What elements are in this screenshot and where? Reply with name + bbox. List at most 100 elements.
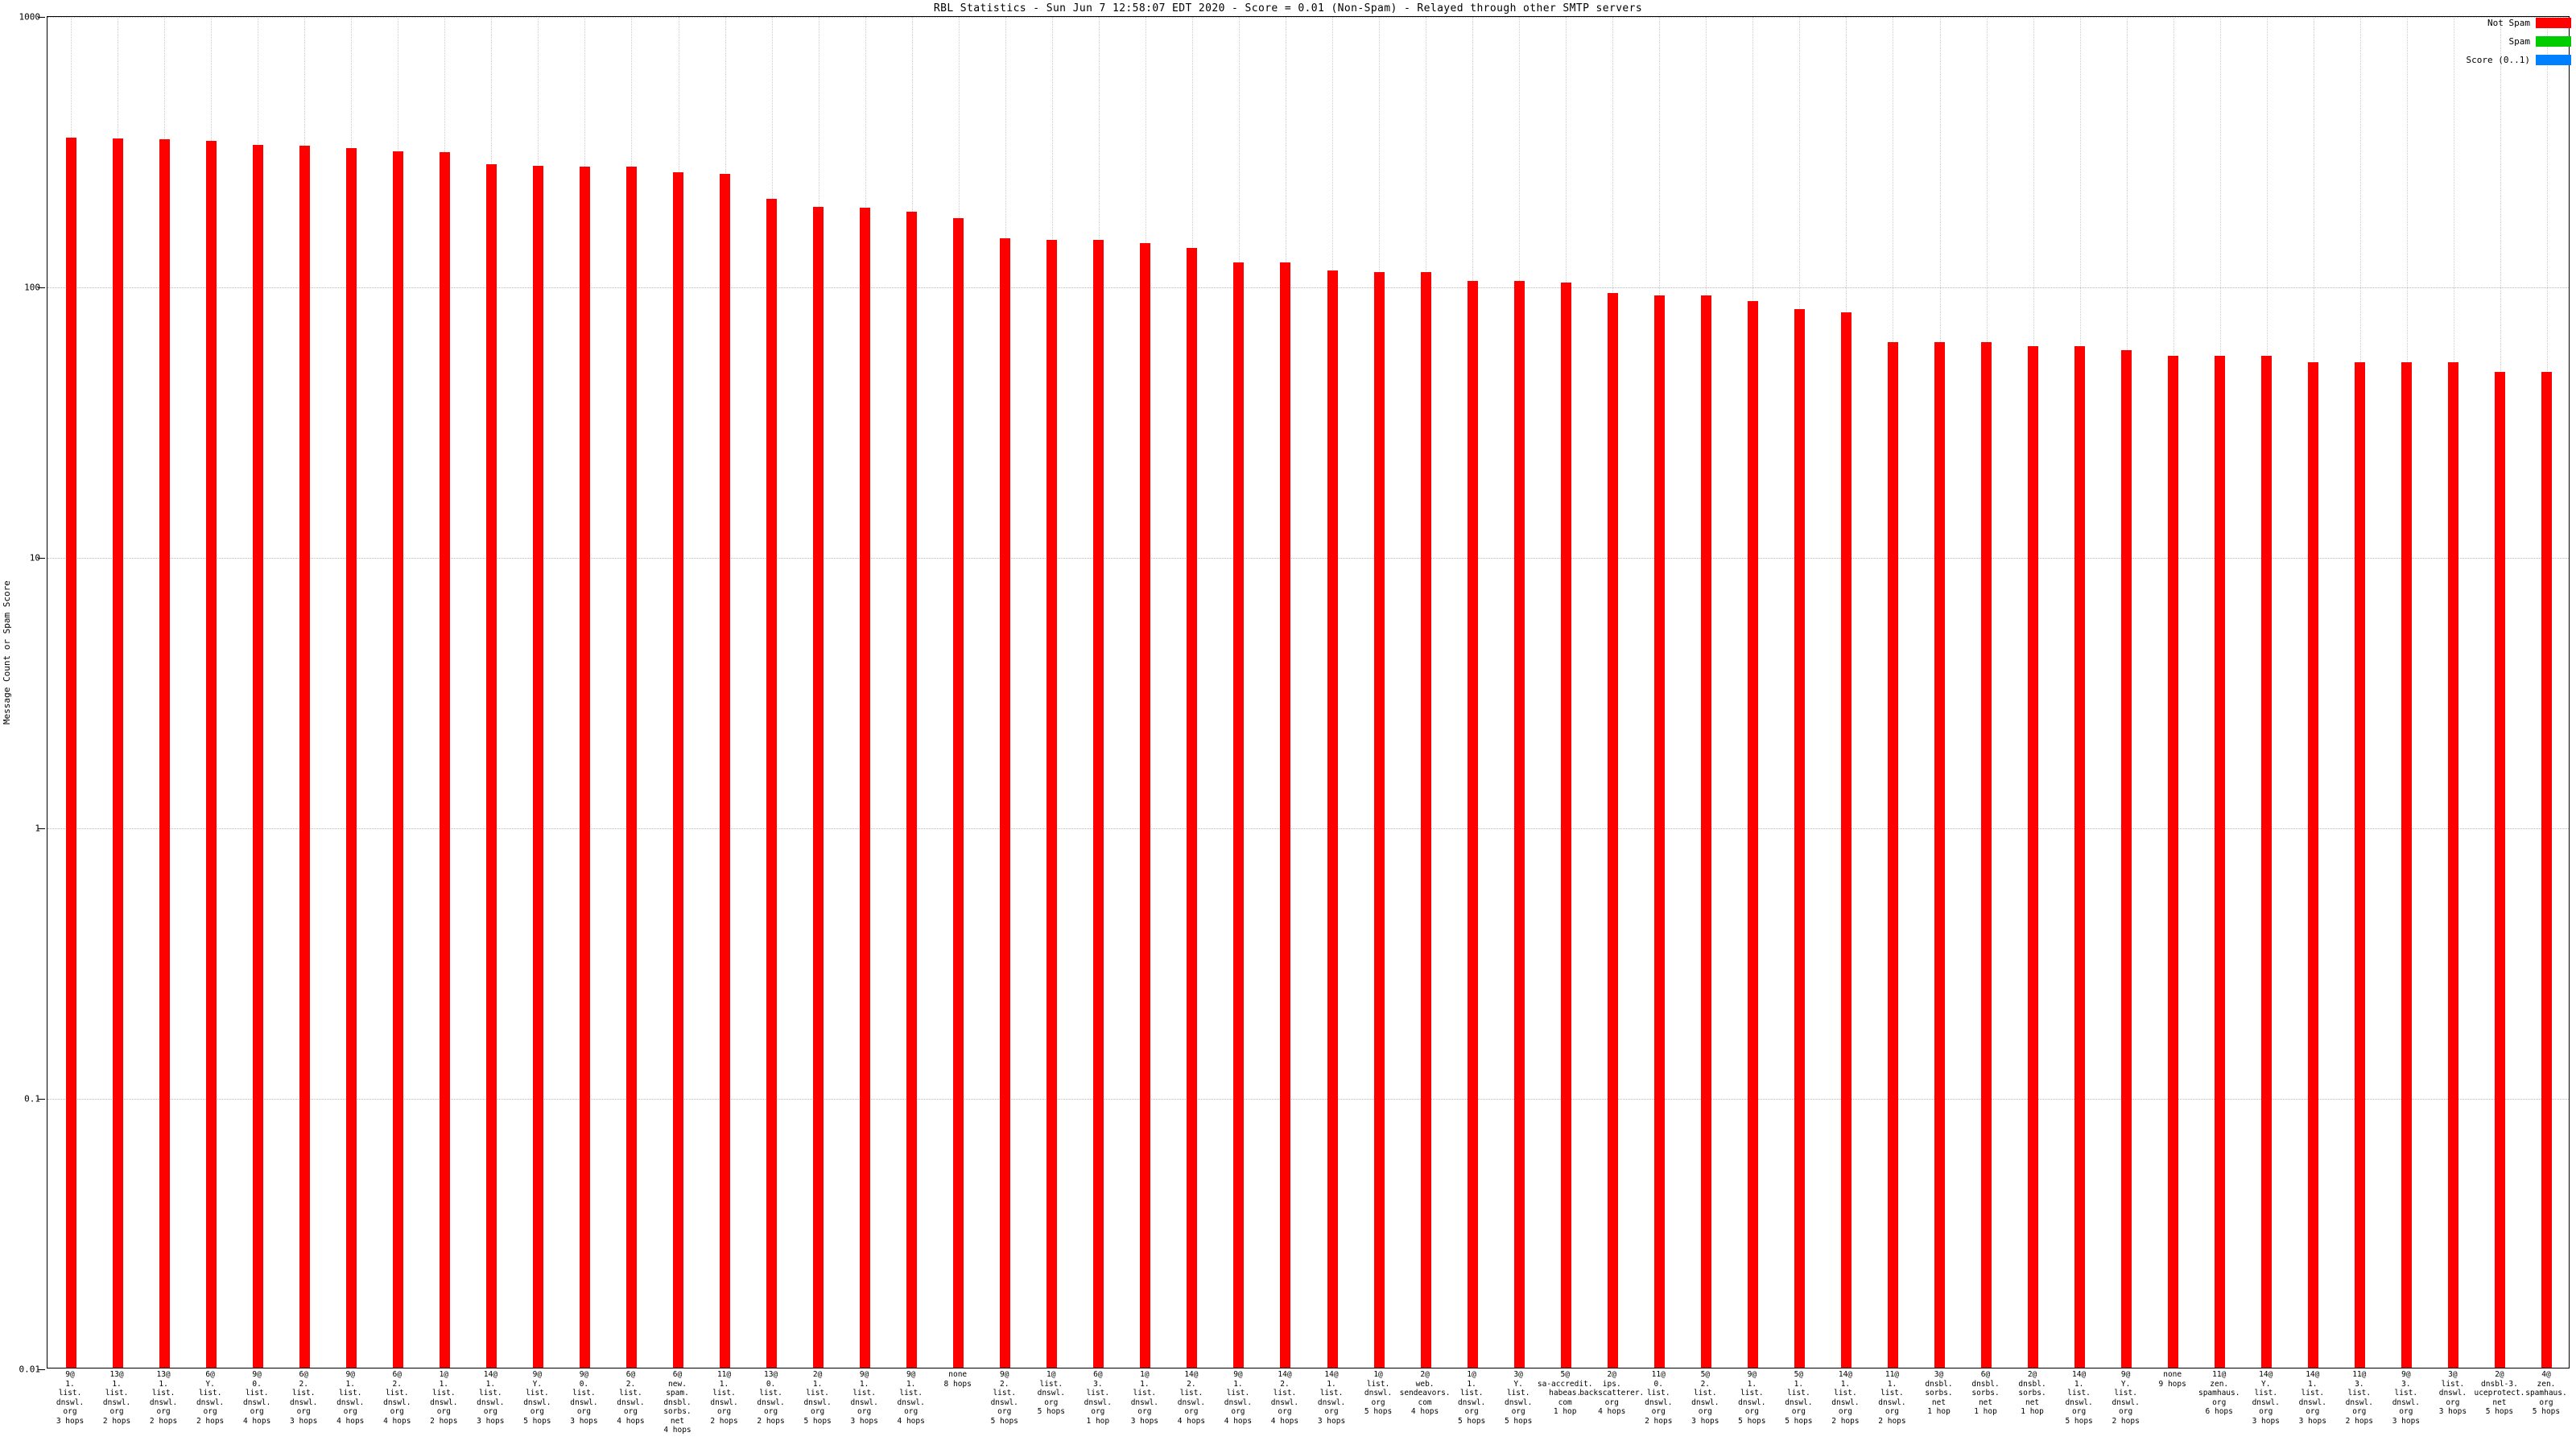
bar[interactable] <box>532 165 543 1368</box>
x-tick-label: 6@ dnsbl. sorbs. net 1 hop <box>1971 1370 2000 1416</box>
bar[interactable] <box>673 172 683 1368</box>
x-tick-label: 2@ 1. list. dnswl. org 5 hops <box>803 1370 832 1426</box>
x-tick-label: 9@ 0. list. dnswl. org 4 hops <box>242 1370 271 1426</box>
x-tick-label: 11@ 3. list. dnswl. org 2 hops <box>2345 1370 2373 1426</box>
bar[interactable] <box>766 198 778 1368</box>
x-tick-label: 9@ Y. list. dnswl. org 2 hops <box>2112 1370 2140 1426</box>
bar[interactable] <box>1607 293 1618 1368</box>
bar[interactable] <box>1887 341 1898 1368</box>
bar[interactable] <box>1794 308 1805 1368</box>
bar[interactable] <box>1513 281 1525 1368</box>
bar[interactable] <box>1747 300 1758 1368</box>
bar[interactable] <box>159 139 170 1368</box>
bar[interactable] <box>65 138 76 1368</box>
bar[interactable] <box>625 166 637 1368</box>
bar[interactable] <box>2215 356 2226 1368</box>
y-tick-label: 1 <box>35 823 40 833</box>
bar[interactable] <box>2355 362 2366 1368</box>
x-tick-label: 14@ 2. list. dnswl. org 4 hops <box>1177 1370 1206 1426</box>
bar[interactable] <box>720 173 731 1368</box>
bar[interactable] <box>1140 242 1151 1368</box>
bar[interactable] <box>2121 349 2132 1368</box>
bar[interactable] <box>392 151 403 1368</box>
x-tick-label: 14@ 1. list. dnswl. org 3 hops <box>1317 1370 1346 1426</box>
bar[interactable] <box>2028 345 2039 1368</box>
gridline-horizontal <box>47 17 2569 18</box>
legend-swatch <box>2536 18 2571 28</box>
legend-swatch <box>2536 55 2571 65</box>
bar[interactable] <box>2448 362 2459 1368</box>
bar[interactable] <box>2401 362 2413 1368</box>
legend: Not Spam Spam Score (0..1) <box>2467 18 2571 65</box>
bar[interactable] <box>813 206 824 1368</box>
x-tick-label: 13@ 1. list. dnswl. org 2 hops <box>102 1370 131 1426</box>
legend-swatch <box>2536 36 2571 47</box>
y-tick-mark <box>38 16 45 18</box>
legend-item[interactable]: Score (0..1) <box>2467 55 2571 65</box>
x-tick-label: 14@ 1. list. dnswl. org 3 hops <box>2298 1370 2326 1426</box>
bar[interactable] <box>1840 312 1852 1368</box>
bar[interactable] <box>345 148 357 1368</box>
x-tick-label: 9@ 1. list. dnswl. org 4 hops <box>336 1370 365 1426</box>
x-tick-label: 9@ 1. list. dnswl. org 4 hops <box>1224 1370 1253 1426</box>
x-tick-label: 6@ 2. list. dnswl. org 4 hops <box>617 1370 645 1426</box>
bar[interactable] <box>1700 295 1711 1368</box>
x-tick-label: 9@ 2. list. dnswl. org 5 hops <box>990 1370 1018 1426</box>
bar[interactable] <box>2261 356 2273 1368</box>
x-tick-label: 6@ 2. list. dnswl. org 4 hops <box>383 1370 411 1426</box>
bar[interactable] <box>1280 262 1291 1368</box>
bar[interactable] <box>485 163 497 1368</box>
bar[interactable] <box>1233 262 1245 1368</box>
bar[interactable] <box>439 151 450 1368</box>
x-tick-label: 14@ 1. list. dnswl. org 3 hops <box>477 1370 505 1426</box>
bar[interactable] <box>1000 237 1011 1368</box>
bars-layer <box>47 17 2569 1368</box>
x-tick-label: 2@ dnsbl-3. uceprotect. net 5 hops <box>2474 1370 2525 1416</box>
x-tick-label: 3@ dnsbl. sorbs. net 1 hop <box>1925 1370 1953 1416</box>
x-tick-label: 6@ 3. list. dnswl. org 1 hop <box>1084 1370 1112 1426</box>
bar[interactable] <box>1093 239 1104 1368</box>
y-tick-label: 10 <box>29 552 40 563</box>
bar[interactable] <box>1560 282 1571 1368</box>
bar[interactable] <box>1046 239 1058 1368</box>
bar[interactable] <box>2168 356 2179 1368</box>
bar[interactable] <box>2308 362 2319 1368</box>
legend-item[interactable]: Spam <box>2509 36 2571 47</box>
bar[interactable] <box>1934 341 1945 1368</box>
bar[interactable] <box>1420 272 1431 1368</box>
x-tick-label: 1@ 1. list. dnswl. org 3 hops <box>1130 1370 1159 1426</box>
bar[interactable] <box>252 144 263 1368</box>
bar[interactable] <box>2495 372 2506 1368</box>
x-tick-label: 5@ 2. list. dnswl. org 3 hops <box>1691 1370 1719 1426</box>
x-tick-label: 2@ web. sendeavors. com 4 hops <box>1399 1370 1451 1416</box>
legend-item[interactable]: Not Spam <box>2487 18 2571 28</box>
bar[interactable] <box>953 217 964 1368</box>
bar[interactable] <box>579 166 590 1368</box>
horizontal-gridlines <box>47 17 2569 1368</box>
x-tick-label: 9@ 1. list. dnswl. org 4 hops <box>897 1370 925 1426</box>
bar[interactable] <box>1187 248 1198 1368</box>
x-tick-label: 11@ 1. list. dnswl. org 2 hops <box>710 1370 738 1426</box>
y-tick-label: 100 <box>24 282 40 292</box>
bar[interactable] <box>1373 272 1385 1368</box>
bar[interactable] <box>299 145 310 1368</box>
bar[interactable] <box>1327 270 1338 1368</box>
bar[interactable] <box>860 207 871 1368</box>
bar[interactable] <box>906 211 918 1368</box>
x-tick-label: 1@ 1. list. dnswl. org 2 hops <box>430 1370 458 1426</box>
x-tick-label: 2@ dnsbl. sorbs. net 1 hop <box>2018 1370 2046 1416</box>
x-tick-label: none 9 hops <box>2158 1370 2186 1389</box>
x-tick-label: 9@ 1. list. dnswl. org 5 hops <box>1738 1370 1766 1426</box>
bar[interactable] <box>1981 341 1992 1368</box>
bar[interactable] <box>1467 281 1478 1368</box>
bar[interactable] <box>2074 345 2086 1368</box>
bar[interactable] <box>112 138 123 1368</box>
x-tick-label: 11@ 1. list. dnswl. org 2 hops <box>1878 1370 1906 1426</box>
x-tick-label: 9@ 1. list. dnswl. org 3 hops <box>850 1370 878 1426</box>
bar[interactable] <box>205 140 217 1368</box>
y-tick-mark <box>38 1368 45 1370</box>
gridline-horizontal <box>47 1099 2569 1100</box>
bar[interactable] <box>1653 295 1665 1368</box>
bar[interactable] <box>2541 372 2553 1368</box>
